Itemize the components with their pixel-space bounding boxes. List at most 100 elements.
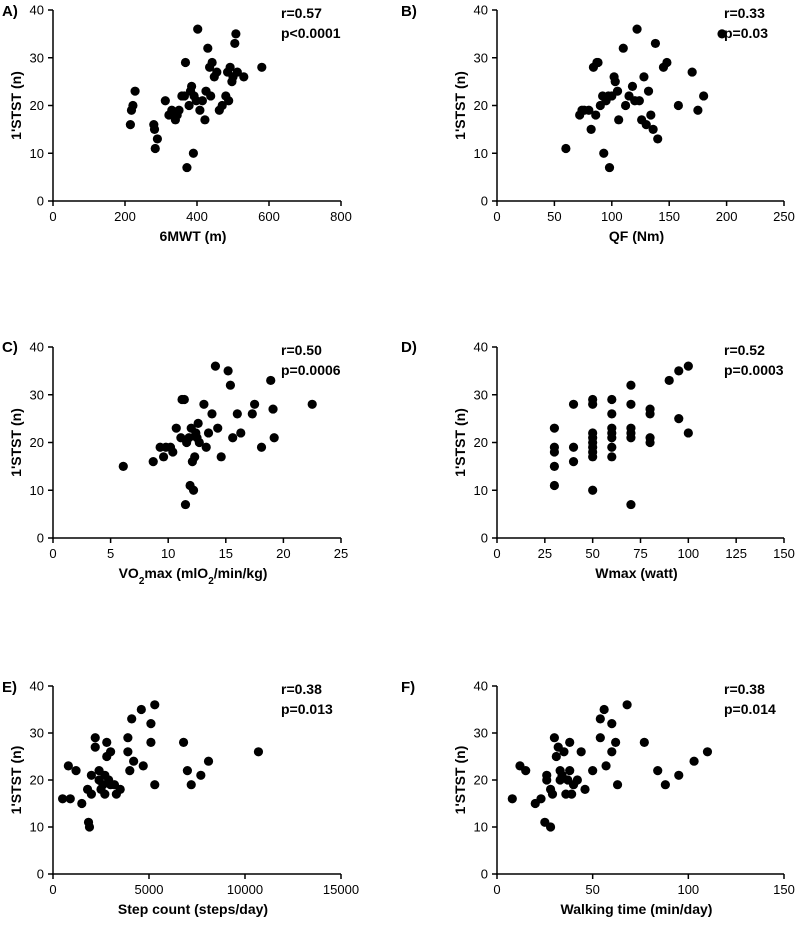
data-point <box>203 756 214 766</box>
p-value-label: p<0.0001 <box>281 25 341 41</box>
p-value-label: p=0.014 <box>724 701 776 717</box>
data-point <box>253 747 264 757</box>
data-point <box>588 766 598 776</box>
data-point <box>106 747 116 757</box>
data-point <box>622 700 632 710</box>
x-tick-label: 150 <box>658 209 680 224</box>
y-tick-label: 0 <box>37 531 44 546</box>
y-tick-label: 40 <box>30 3 44 18</box>
data-point <box>693 105 703 115</box>
data-point <box>150 780 160 790</box>
data-point <box>593 57 603 68</box>
data-point <box>123 747 133 757</box>
y-tick-label: 40 <box>474 340 488 355</box>
y-tick-label: 10 <box>474 483 488 498</box>
x-tick-label: 75 <box>633 546 647 561</box>
x-tick-label: 0 <box>49 882 56 897</box>
data-point <box>247 409 257 419</box>
data-point <box>645 433 655 443</box>
data-point <box>683 361 693 371</box>
data-point <box>128 100 138 111</box>
data-point <box>626 499 636 510</box>
data-point <box>612 86 623 96</box>
data-point <box>123 733 133 743</box>
panel-e: E) 0 5000 10000 15000 0 10 20 30 40 Step count (st… <box>2 679 359 918</box>
x-tick-label: 10 <box>161 546 175 561</box>
data-point <box>639 737 649 748</box>
data-point <box>178 737 189 748</box>
correlation-r-label: r=0.33 <box>724 5 765 21</box>
data-point <box>653 766 663 776</box>
data-point <box>223 366 233 376</box>
data-point <box>565 766 575 776</box>
data-point <box>717 29 727 39</box>
y-tick-label: 20 <box>30 773 44 788</box>
data-point <box>702 747 713 757</box>
data-point <box>632 24 642 34</box>
panel-letter: F) <box>401 679 415 696</box>
data-point <box>160 96 170 106</box>
data-point <box>100 789 110 799</box>
data-point <box>662 57 672 68</box>
data-point <box>232 67 242 77</box>
data-point <box>232 409 242 419</box>
y-tick-label: 30 <box>30 726 44 741</box>
correlation-r-label: r=0.52 <box>724 342 765 358</box>
panel-c: C) 0 5 10 15 20 25 0 10 20 30 40 VO2max (mlO2/min/kg… <box>2 339 348 587</box>
y-tick-label: 30 <box>30 387 44 402</box>
y-tick-label: 0 <box>481 194 488 209</box>
data-point <box>188 485 199 495</box>
x-tick-label: 15000 <box>323 882 359 897</box>
data-point <box>86 789 96 799</box>
data-point <box>645 404 655 414</box>
data-point <box>207 57 217 68</box>
y-tick-label: 10 <box>30 820 44 835</box>
correlation-r-label: r=0.38 <box>281 681 322 697</box>
data-point <box>650 38 661 49</box>
data-point <box>626 380 636 390</box>
data-point <box>549 423 560 433</box>
data-point <box>588 485 598 495</box>
data-point <box>607 442 617 452</box>
data-point <box>149 124 160 134</box>
data-point <box>138 761 148 771</box>
panel-d: D) 0 25 50 75 100 125 150 0 10 20 30 40 Wmax (watt) 1'… <box>401 339 795 581</box>
data-point <box>568 399 579 409</box>
data-point <box>184 433 194 443</box>
data-point <box>125 766 135 776</box>
data-point <box>561 143 571 154</box>
x-tick-label: 50 <box>585 882 599 897</box>
data-point <box>146 719 156 729</box>
data-point <box>201 442 211 452</box>
x-tick-label: 0 <box>49 209 56 224</box>
data-point <box>207 409 217 419</box>
data-point <box>268 404 278 414</box>
data-point <box>256 442 267 452</box>
data-point <box>213 423 223 433</box>
data-point <box>129 756 139 766</box>
data-point <box>216 452 226 462</box>
data-point <box>239 72 249 82</box>
data-point <box>65 794 75 804</box>
data-point <box>588 394 598 405</box>
data-point <box>84 822 95 832</box>
x-tick-label: 250 <box>773 209 795 224</box>
data-point <box>567 789 577 799</box>
data-point <box>182 162 192 173</box>
x-tick-label: 50 <box>547 209 561 224</box>
x-axis-title: Wmax (watt) <box>595 565 677 581</box>
data-point <box>549 461 560 471</box>
data-point <box>179 394 189 405</box>
p-value-label: p=0.0003 <box>724 362 784 378</box>
data-point <box>190 452 200 462</box>
x-tick-label: 125 <box>725 546 747 561</box>
x-tick-label: 200 <box>114 209 136 224</box>
x-tick-label: 20 <box>276 546 290 561</box>
data-point <box>269 433 279 443</box>
x-tick-label: 800 <box>330 209 352 224</box>
data-point <box>618 43 628 53</box>
y-tick-label: 0 <box>37 867 44 882</box>
x-tick-label: 100 <box>677 882 699 897</box>
data-point <box>599 704 609 715</box>
